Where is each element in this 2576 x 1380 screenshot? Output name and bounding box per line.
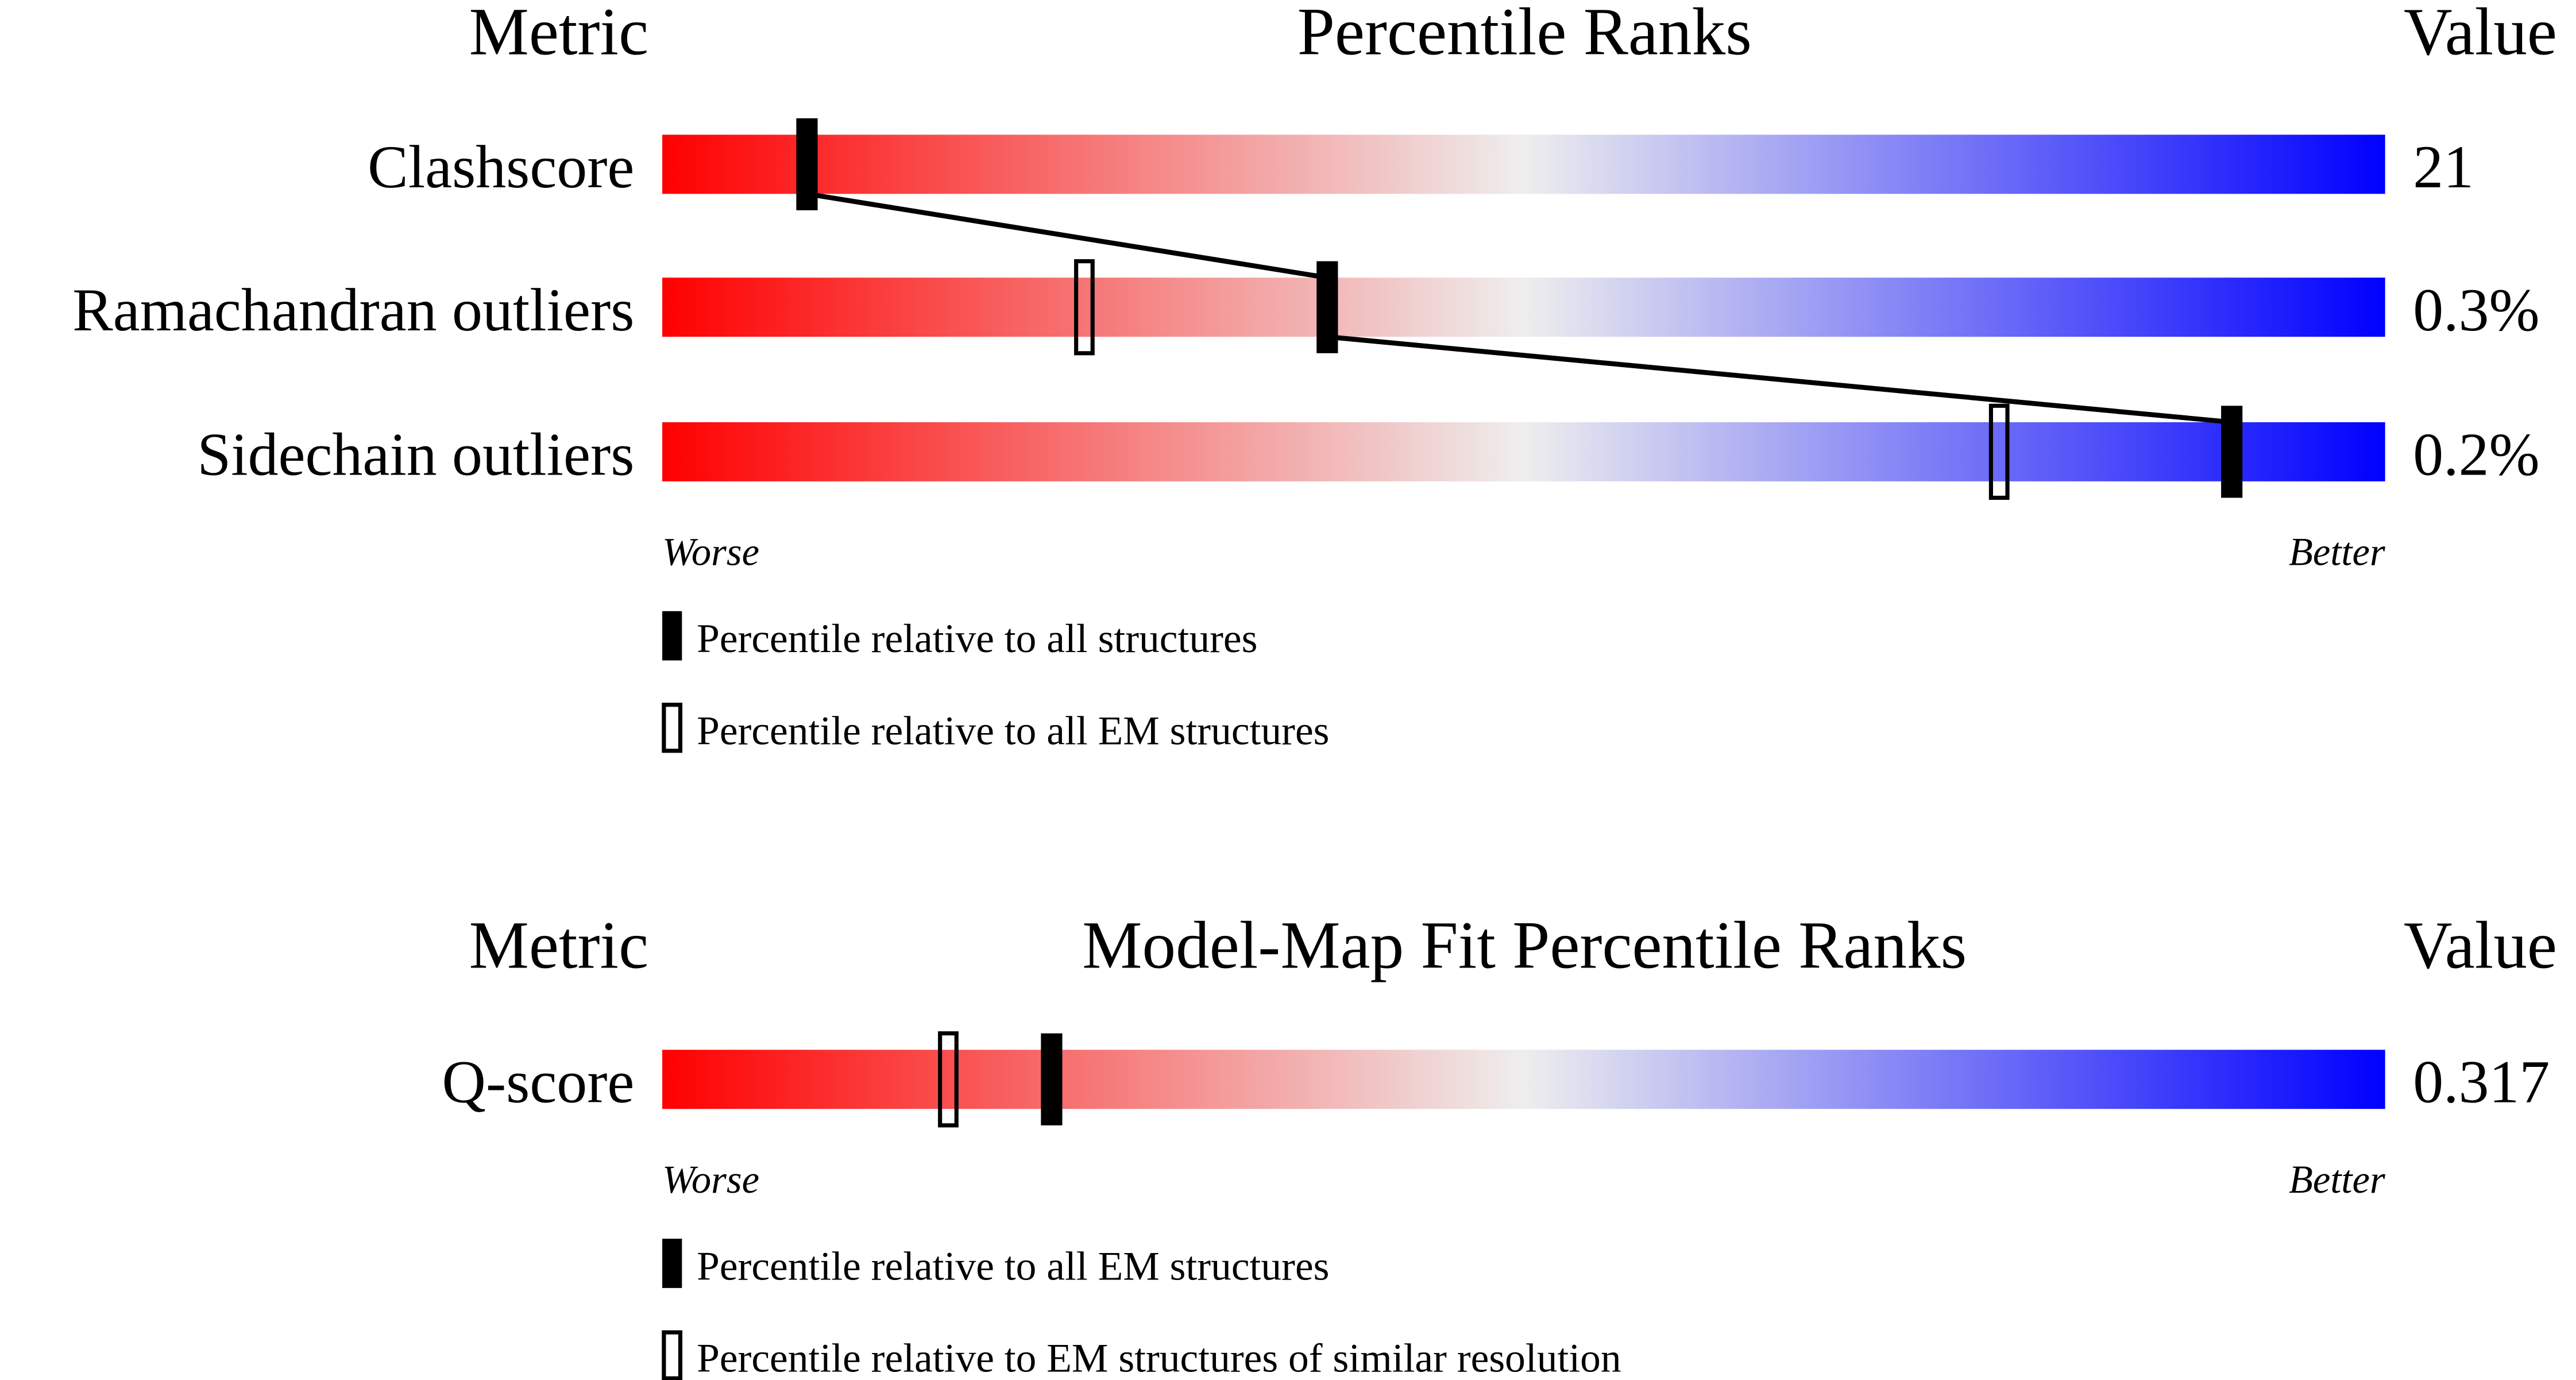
connector-line (1327, 334, 2233, 425)
metric-value: 0.3% (2413, 276, 2539, 344)
header-metric: Metric (469, 0, 649, 69)
legend-open-icon (662, 1330, 683, 1380)
header-title: Percentile Ranks (1297, 0, 1752, 69)
percentile-bar (662, 1050, 2385, 1109)
legend-filled-label: Percentile relative to all EM structures (697, 1244, 1329, 1289)
worse-label: Worse (662, 1158, 759, 1201)
metric-label: Sidechain outliers (197, 421, 634, 488)
legend-open-label: Percentile relative to EM structures of … (697, 1336, 1621, 1380)
metric-label: Clashscore (368, 133, 634, 201)
metric-value: 21 (2413, 133, 2474, 201)
header-metric: Metric (469, 908, 649, 982)
metric-label: Q-score (442, 1049, 635, 1116)
legend-open-label: Percentile relative to all EM structures (697, 708, 1329, 753)
legend-filled-icon (662, 1239, 682, 1288)
marker-open (1988, 403, 2010, 500)
metric-value: 0.2% (2413, 421, 2539, 488)
header-value: Value (2404, 908, 2557, 982)
percentile-bar (662, 277, 2385, 337)
marker-filled (1041, 1033, 1063, 1125)
connector-line (806, 191, 1328, 280)
legend-filled-label: Percentile relative to all structures (697, 616, 1257, 661)
metric-value: 0.317 (2413, 1049, 2550, 1116)
better-label: Better (2289, 530, 2385, 574)
better-label: Better (2289, 1158, 2385, 1201)
legend-filled-icon (662, 611, 682, 661)
metric-label: Ramachandran outliers (72, 276, 634, 344)
panel-0: Metric Percentile Ranks Value Clashscore 21 R… (72, 0, 2557, 753)
percentile-bar (662, 134, 2385, 194)
marker-open (938, 1031, 959, 1128)
header-title: Model-Map Fit Percentile Ranks (1082, 908, 1967, 982)
legend-open-icon (662, 703, 683, 753)
header-value: Value (2404, 0, 2557, 69)
panel-1: Metric Model-Map Fit Percentile Ranks Valu… (442, 908, 2557, 1380)
marker-open (1074, 259, 1095, 356)
worse-label: Worse (662, 530, 759, 574)
percentile-bar (662, 422, 2385, 481)
